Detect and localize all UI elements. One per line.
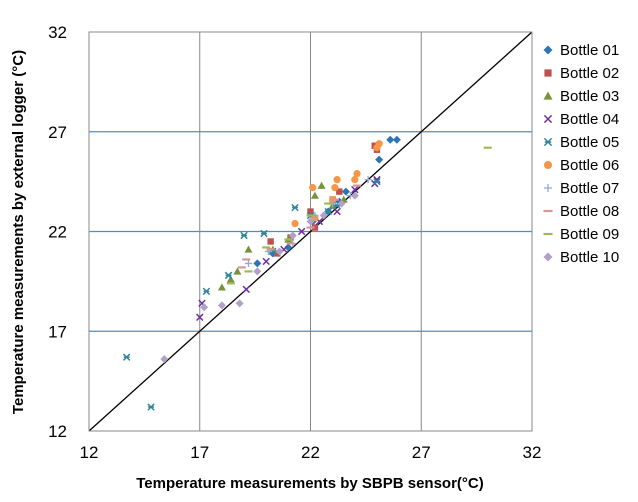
legend-marker — [543, 137, 553, 147]
legend-label: Bottle 04 — [560, 111, 619, 128]
data-point — [260, 229, 268, 238]
data-point — [386, 135, 395, 144]
data-point — [240, 231, 248, 240]
data-point — [242, 285, 250, 294]
data-point — [287, 234, 294, 241]
data-point — [274, 250, 281, 257]
data-point — [122, 353, 131, 361]
data-point — [337, 199, 346, 208]
legend-marker — [543, 114, 553, 124]
legend-marker — [543, 183, 553, 193]
legend-marker — [543, 91, 553, 100]
data-point — [291, 203, 299, 212]
data-point — [350, 191, 359, 200]
data-point — [275, 247, 284, 256]
legend-label: Bottle 10 — [560, 249, 619, 266]
data-point — [196, 313, 204, 322]
data-point — [373, 177, 381, 186]
legend-label: Bottle 08 — [560, 203, 619, 220]
data-point — [235, 299, 244, 308]
data-points — [122, 135, 492, 411]
data-point — [375, 155, 384, 164]
legend-marker — [544, 69, 552, 77]
legend-marker — [543, 160, 553, 170]
y-tick-label: 32 — [48, 23, 67, 42]
data-point — [253, 267, 262, 276]
data-point — [375, 140, 383, 148]
y-tick-labels: 12 17 22 27 32 — [48, 23, 67, 441]
x-axis-title: Temperature measurements by SBPB sensor(… — [136, 475, 484, 492]
data-point — [147, 403, 155, 411]
legend: Bottle 01 Bottle 02 Bottle 03 Bottle 04 Bott… — [543, 42, 619, 266]
legend-label: Bottle 07 — [560, 180, 619, 197]
data-point — [226, 275, 235, 283]
data-point — [306, 217, 315, 226]
data-point — [307, 208, 314, 215]
data-point — [310, 191, 319, 199]
series-bottle-09 — [226, 146, 492, 285]
data-point — [262, 257, 270, 266]
data-point — [333, 207, 341, 216]
data-point — [341, 187, 350, 196]
series-bottle-10 — [160, 191, 359, 364]
data-point — [267, 238, 274, 245]
legend-marker — [543, 252, 553, 262]
y-tick-label: 27 — [48, 123, 67, 142]
y-tick-label: 12 — [48, 422, 67, 441]
y-axis-title: Temperature measurements by external log… — [10, 50, 27, 414]
data-point — [217, 301, 226, 310]
data-point — [217, 283, 226, 291]
data-point — [284, 243, 293, 252]
data-point — [311, 224, 319, 231]
reference-line-group — [88, 31, 533, 432]
series-bottle-08 — [237, 184, 362, 269]
data-point — [160, 355, 169, 364]
data-point — [324, 207, 332, 216]
data-point — [253, 259, 262, 268]
data-point — [392, 135, 401, 144]
legend-label: Bottle 05 — [560, 134, 619, 151]
legend-label: Bottle 01 — [560, 42, 619, 59]
data-point — [309, 184, 317, 192]
y-tick-label: 22 — [48, 223, 67, 242]
x-tick-labels: 12 17 22 27 32 — [80, 443, 542, 462]
data-point — [317, 181, 326, 189]
data-point — [291, 219, 299, 228]
legend-label: Bottle 03 — [560, 88, 619, 105]
x-tick-label: 32 — [523, 443, 542, 462]
x-tick-label: 17 — [190, 443, 209, 462]
data-point — [364, 176, 372, 184]
x-tick-label: 12 — [80, 443, 99, 462]
plot-border — [88, 31, 533, 432]
data-point — [288, 231, 297, 240]
data-point — [200, 303, 209, 312]
legend-label: Bottle 09 — [560, 226, 619, 243]
x-tick-label: 22 — [301, 443, 320, 462]
legend-label: Bottle 06 — [560, 157, 619, 174]
reference-line — [88, 31, 533, 432]
data-point — [202, 287, 211, 296]
legend-marker — [543, 45, 553, 55]
y-tick-label: 17 — [48, 322, 67, 341]
data-point — [297, 227, 306, 236]
data-point — [233, 267, 242, 275]
data-point — [319, 211, 328, 220]
data-point — [351, 185, 359, 194]
x-tick-label: 27 — [412, 443, 431, 462]
data-point — [353, 170, 361, 178]
data-point — [351, 176, 359, 184]
data-point — [333, 176, 341, 184]
data-point — [336, 188, 343, 195]
data-point — [331, 184, 339, 192]
data-point — [244, 245, 253, 253]
data-point — [244, 259, 253, 268]
legend-label: Bottle 02 — [560, 65, 619, 82]
data-point — [224, 271, 233, 280]
